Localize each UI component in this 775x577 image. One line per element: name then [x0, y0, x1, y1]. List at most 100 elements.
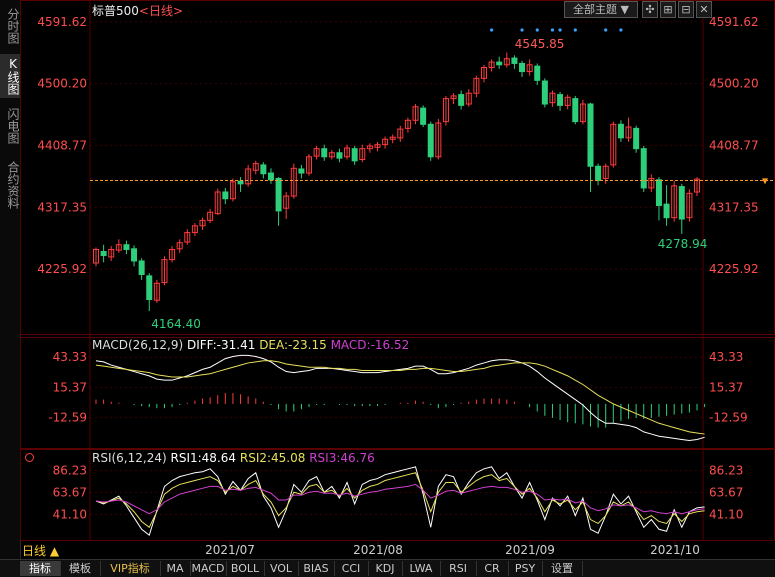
candle-body [579, 103, 586, 123]
tab-cr[interactable]: CR [476, 561, 509, 576]
y-tick-right: 4591.62 [709, 15, 759, 29]
tab-indicators[interactable]: 指标 [20, 561, 61, 576]
tab-lwa[interactable]: LWA [402, 561, 441, 576]
candle-body [214, 191, 221, 215]
candle-body [610, 123, 617, 166]
tab-psy[interactable]: PSY [508, 561, 543, 576]
candle-body [382, 138, 389, 146]
candle-body [625, 126, 632, 139]
signal-dot [558, 28, 562, 32]
tab-flash-chart[interactable]: 闪电图 [6, 108, 20, 144]
candle-body [229, 181, 236, 200]
candle-body [359, 148, 366, 160]
candle-body [184, 232, 191, 243]
candle-body [496, 61, 503, 66]
tab-vip-indicators[interactable]: VIP指标 [100, 561, 161, 576]
candle-body [123, 244, 130, 250]
indicator-settings-icon[interactable] [25, 453, 34, 462]
candle-body [298, 168, 305, 174]
candle-body [321, 148, 328, 158]
signal-dot [573, 28, 577, 32]
candle-body [237, 180, 244, 185]
candle-body [587, 103, 594, 167]
macd-y-tick-left: 15.37 [53, 380, 87, 394]
tab-ma[interactable]: MA [160, 561, 191, 576]
tab-bias[interactable]: BIAS [298, 561, 335, 576]
x-tick-label: 2021/10 [650, 543, 700, 557]
zoom-in-icon[interactable]: ⊞ [660, 1, 676, 18]
candle-body [366, 145, 373, 150]
candle-body [602, 165, 609, 179]
chevron-down-icon: ▼ [620, 3, 629, 16]
y-tick-right: 4500.20 [709, 77, 759, 91]
candle-body [191, 225, 198, 234]
x-tick-label: 2021/08 [353, 543, 403, 557]
candle-body [245, 168, 252, 185]
candle-body [663, 203, 670, 219]
signal-dot [604, 28, 608, 32]
candle-body [313, 148, 320, 157]
candle-body [290, 167, 297, 197]
rsi-y-tick-right: 86.23 [709, 464, 743, 478]
macd-label: MACD(26,12,9) [92, 338, 184, 352]
candle-body [138, 260, 145, 275]
tab-kline[interactable]: K线图 [0, 54, 20, 98]
candle-body [267, 172, 274, 181]
low-annotation: 4164.40 [151, 317, 201, 331]
candle-body [306, 156, 313, 174]
rsi3-line [95, 483, 705, 515]
crosshair-icon[interactable]: ✣ [642, 1, 658, 18]
y-tick-right: 4225.92 [709, 262, 759, 276]
tab-settings[interactable]: 设置 [542, 561, 583, 576]
kline-chart[interactable]: 4591.62 4591.62 4500.20 4500.20 4408.77 4408.… [20, 0, 775, 559]
candle-body [671, 185, 678, 219]
indicator-tab-bar: 指标 模板 VIP指标 MA MACD BOLL VOL BIAS CCI KD… [0, 559, 775, 577]
macd-y-tick-right: 15.37 [709, 380, 743, 394]
signal-dot [619, 28, 623, 32]
candle-body [488, 61, 495, 68]
tab-kdj[interactable]: KDJ [368, 561, 403, 576]
rsi3-value: RSI3:46.76 [309, 451, 375, 465]
macd-y-tick-left: -12.59 [48, 410, 87, 424]
rsi-y-tick-left: 63.67 [53, 486, 87, 500]
macd-legend: MACD(26,12,9) DIFF:-31.41 DEA:-23.15 MAC… [92, 338, 409, 352]
signal-dot [550, 28, 555, 32]
tab-cci[interactable]: CCI [334, 561, 369, 576]
candle-body [131, 248, 138, 262]
candle-body [100, 251, 107, 257]
candle-body [694, 178, 700, 193]
macd-diff-line [95, 354, 705, 442]
y-tick-left: 4225.92 [37, 262, 87, 276]
candle-body [283, 195, 290, 209]
candle-body [465, 92, 472, 105]
signal-dot [520, 28, 524, 32]
zoom-out-icon[interactable]: ⊟ [678, 1, 694, 18]
candle-body [572, 98, 579, 123]
candle-body [153, 282, 160, 301]
tab-templates[interactable]: 模板 [60, 561, 101, 576]
candle-body [252, 163, 259, 171]
candle-body [442, 98, 449, 123]
candle-body [503, 58, 510, 66]
tab-boll[interactable]: BOLL [226, 561, 265, 576]
high-annotation: 4545.85 [515, 37, 565, 51]
period-selector[interactable]: 日线 ▲ [22, 542, 82, 558]
candle-body [207, 211, 214, 221]
tab-contract-info[interactable]: 合约资料 [6, 161, 20, 209]
close-icon[interactable]: ✕ [696, 1, 712, 18]
rsi-label: RSI(6,12,24) [92, 451, 167, 465]
candle-body [115, 244, 122, 251]
candle-body [549, 92, 556, 104]
tab-macd[interactable]: MACD [190, 561, 227, 576]
candle-body [374, 144, 381, 148]
tab-rsi[interactable]: RSI [440, 561, 477, 576]
panel-frame [20, 0, 775, 335]
theme-dropdown[interactable]: 全部主题 ▼ [564, 1, 638, 18]
price-marker-icon: ▾ [762, 173, 768, 187]
left-sidebar: 分时图 K线图 闪电图 合约资料 [0, 0, 21, 560]
rsi-y-tick-left: 86.23 [53, 464, 87, 478]
tab-timeshare[interactable]: 分时图 [6, 8, 20, 44]
candle-body [169, 248, 176, 261]
tab-vol[interactable]: VOL [264, 561, 299, 576]
candle-body [336, 152, 343, 159]
